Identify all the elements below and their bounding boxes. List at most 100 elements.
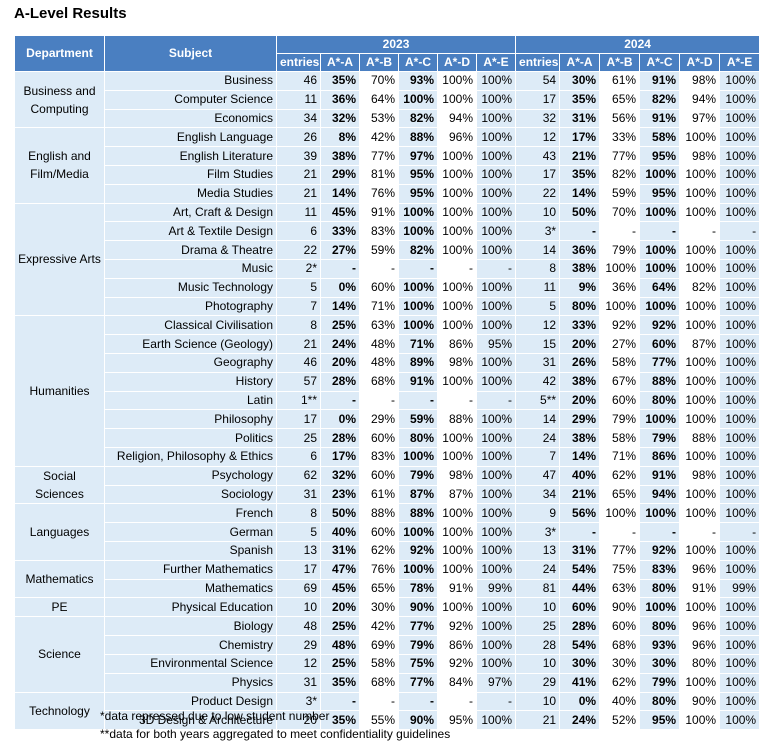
table-row: Geography 46 20% 48% 89% 98% 100% 31 26% 58% 77% 10… [15, 352, 761, 373]
result-cell: - [359, 691, 399, 712]
result-cell: 91% [359, 202, 399, 223]
result-cell: 59% [599, 183, 641, 204]
result-cell: 17% [320, 446, 360, 467]
table-row: Humanities Classical Civilisation 8 25% 63% 1… [14, 315, 761, 467]
result-cell: 28% [559, 616, 601, 637]
footnote: *data repressed due to low student numbe… [100, 709, 330, 723]
result-cell: 58% [599, 428, 641, 448]
result-cell: 30% [559, 653, 601, 674]
table-row: Drama & Theatre 22 27% 59% 82% 100% 100% 14 36% 7… [15, 240, 761, 260]
result-cell: 29% [359, 409, 399, 430]
result-cell: 47 [515, 465, 561, 486]
result-cell: 48% [320, 635, 360, 655]
result-cell: - [398, 390, 438, 411]
subject-cell: Film Studies [104, 164, 277, 185]
result-cell: 46 [276, 71, 321, 91]
table-row: Latin 1** - - - - -5** 20% 60% 80% 100% 100% [15, 390, 761, 411]
result-cell: 20% [559, 334, 601, 354]
header-cell: Subject [104, 35, 277, 72]
result-cell: 10 [515, 202, 561, 223]
table-row: Mathematics Further Mathematics 17 47% 76% 10… [14, 559, 761, 599]
result-cell: - [437, 691, 477, 712]
result-cell: 60% [359, 277, 399, 298]
result-cell: 100% [437, 503, 477, 524]
result-cell: 48% [359, 334, 399, 354]
result-cell: 88% [437, 409, 477, 430]
result-cell: 75% [398, 653, 438, 674]
result-cell: - [437, 258, 477, 279]
result-cell: 92% [437, 653, 477, 674]
result-cell: 8 [276, 503, 321, 524]
result-cell: 53% [359, 108, 399, 129]
table-header: Department Subject 2023 2024 entries A*-A A*-B… [14, 35, 761, 72]
result-cell: 52% [599, 710, 641, 731]
table-row: Economics 34 32% 53% 82% 94% 100% 32 31% 56% 91% 97… [15, 108, 761, 129]
subject-cell: 3D Design & Architecture [104, 710, 277, 731]
result-cell: 28 [515, 635, 561, 655]
result-cell: 46 [276, 352, 321, 373]
result-cell: 26 [276, 127, 321, 148]
result-cell: 21 [276, 164, 321, 185]
result-cell: 75% [599, 559, 641, 580]
result-cell: 77% [639, 352, 681, 373]
result-cell: 100% [437, 146, 477, 166]
year-header: 2024 [515, 35, 761, 54]
result-cell: 58% [599, 352, 641, 373]
result-cell: 2* [276, 258, 321, 279]
subject-cell: Classical Civilisation [104, 315, 277, 336]
subject-cell: Music [104, 258, 277, 279]
department-cell: PE [14, 597, 105, 618]
result-cell: 33% [599, 127, 641, 148]
result-cell: 42% [359, 127, 399, 148]
table-row: Sociology 31 23% 61% 87% 87% 100% 34 21% 65% 94% 10… [15, 484, 761, 505]
result-cell: 7 [515, 446, 561, 467]
result-cell: 95% [437, 710, 477, 731]
result-cell: 29% [320, 164, 360, 185]
result-cell: 32 [515, 108, 561, 129]
result-cell: 100% [475, 315, 517, 336]
result-cell: 100% [679, 240, 721, 260]
result-cell: 100% [679, 371, 721, 392]
result-cell: 100% [475, 146, 517, 166]
result-cell: 100% [437, 71, 477, 91]
result-cell: 100% [437, 315, 477, 336]
result-cell: 70% [359, 71, 399, 91]
result-cell: 79% [599, 409, 641, 430]
subject-cell: Physics [104, 672, 277, 693]
result-cell: 87% [437, 484, 477, 505]
result-cell: - [475, 390, 517, 411]
subject-cell: Religion, Philosophy & Ethics [104, 446, 277, 467]
result-cell: 8% [320, 127, 360, 148]
result-cell: 100% [437, 296, 477, 317]
subject-cell: Environmental Science [104, 653, 277, 674]
result-cell: 35% [320, 672, 360, 693]
result-cell: 100% [437, 428, 477, 448]
result-cell: 36% [599, 277, 641, 298]
subject-cell: Politics [104, 428, 277, 448]
result-cell: 100% [398, 221, 438, 242]
result-cell: - [679, 522, 721, 542]
result-cell: 17 [276, 559, 321, 580]
result-cell: 100% [475, 409, 517, 430]
result-cell: 80% [639, 616, 681, 637]
result-cell: - [475, 691, 517, 712]
result-cell: 50% [559, 202, 601, 223]
subject-cell: Spanish [104, 540, 277, 561]
result-cell: 68% [359, 371, 399, 392]
table-row: Technology Product Design 3* - - - - -10 0% 40% 80… [14, 691, 761, 731]
result-cell: 100% [475, 183, 517, 204]
result-cell: 80% [679, 653, 721, 674]
result-cell: 3* [276, 691, 321, 712]
result-cell: 100% [719, 559, 761, 580]
result-cell: 100% [679, 390, 721, 411]
result-cell: 11 [276, 202, 321, 223]
result-cell: 76% [359, 183, 399, 204]
subject-cell: Art, Craft & Design [104, 202, 277, 223]
result-cell: 71% [398, 334, 438, 354]
result-cell: 88% [639, 371, 681, 392]
result-cell: 100% [679, 315, 721, 336]
result-cell: 77% [599, 540, 641, 561]
result-cell: 15 [515, 334, 561, 354]
result-cell: 77% [359, 146, 399, 166]
result-cell: 55% [359, 710, 399, 731]
